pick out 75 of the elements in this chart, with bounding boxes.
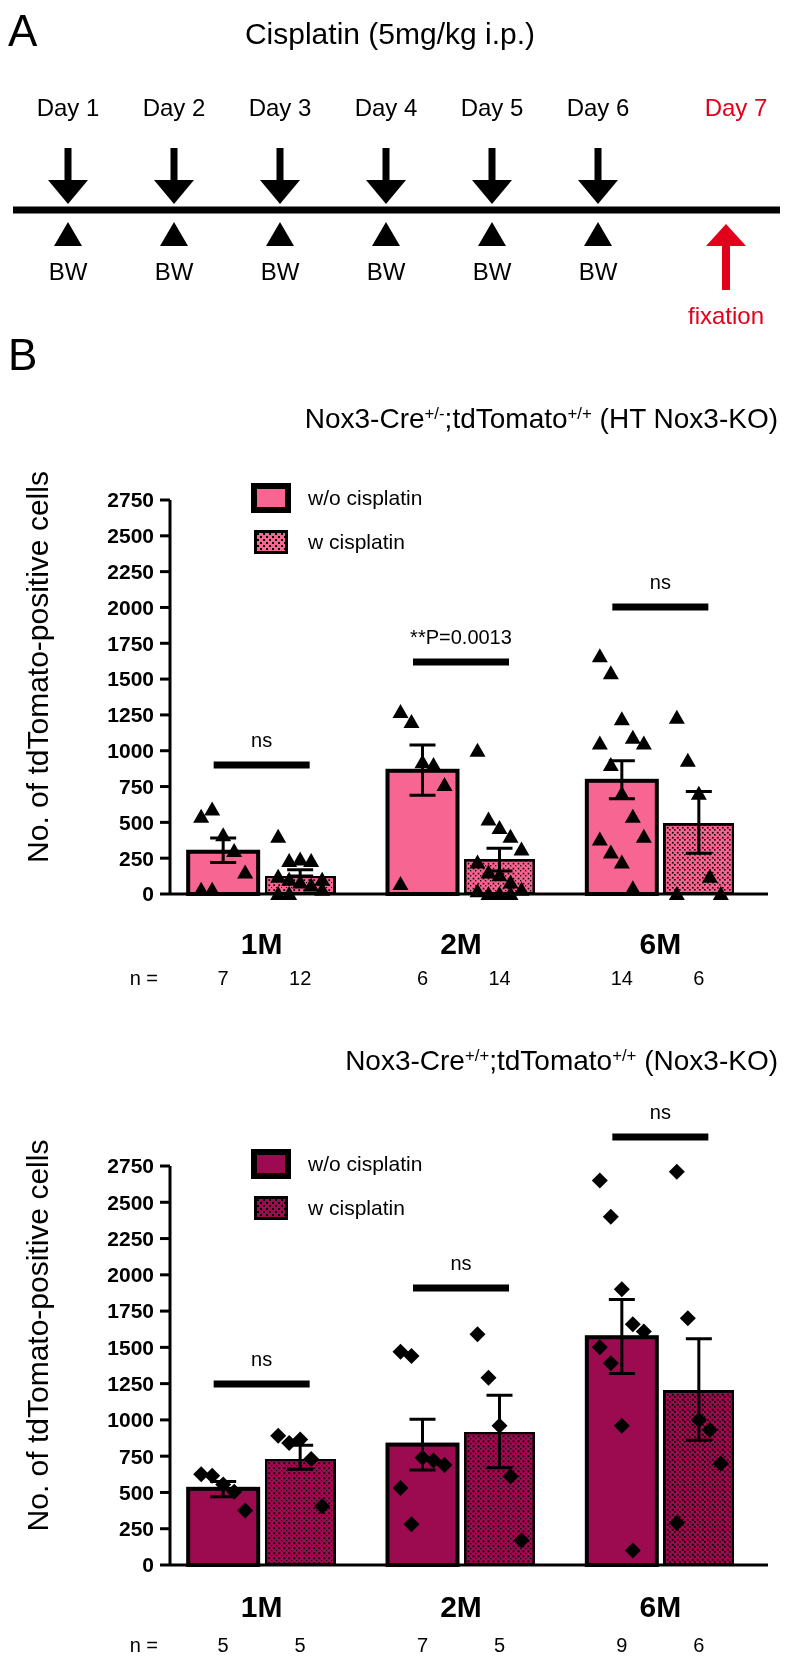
text: BW — [366, 258, 406, 285]
text: Day 1 — [36, 94, 100, 121]
chart-title: Nox3-Cre$^{+/+}$;tdTomato$^{+/+}$ (Nox3-KO) — [345, 1045, 778, 1076]
y-tick-label: 1250 — [107, 1371, 154, 1395]
text: 12 — [289, 967, 312, 989]
y-tick-label: 2000 — [107, 595, 154, 619]
annotation: ns — [450, 1252, 472, 1274]
text: 9 — [616, 1634, 628, 1656]
y-tick-label: 1750 — [107, 1299, 154, 1323]
text: 6 — [693, 1634, 705, 1656]
text: B — [8, 330, 38, 379]
y-tick-label: 1250 — [107, 703, 154, 727]
legend-label: w cisplatin — [307, 1196, 405, 1220]
text: Day 6 — [566, 94, 630, 121]
text: 6 — [693, 967, 705, 989]
text: n = — [129, 1634, 158, 1656]
annotation: ns — [649, 571, 671, 593]
x-tick-label: 1M — [240, 1590, 283, 1623]
text: Day 4 — [354, 94, 418, 121]
y-tick-label: 0 — [142, 882, 154, 906]
text: n = — [129, 967, 158, 989]
text: Day 2 — [142, 94, 206, 121]
y-tick-label: 2250 — [107, 559, 154, 583]
text: 5 — [294, 1634, 306, 1656]
text: 5 — [493, 1634, 506, 1656]
text: Day 3 — [248, 94, 312, 121]
text: ns — [649, 1101, 671, 1123]
y-tick-label: 1500 — [107, 1335, 154, 1359]
text: BW — [578, 258, 618, 285]
y-tick-label: 0 — [142, 1553, 154, 1577]
y-tick-label: 1750 — [107, 631, 154, 655]
y-tick-label: 250 — [118, 846, 154, 870]
text: BW — [154, 258, 194, 285]
x-tick-label: 2M — [440, 1590, 482, 1623]
annotation: ns — [251, 729, 273, 751]
y-axis-title: No. of tdTomato-positive cells — [21, 471, 54, 863]
legend-label: w/o cisplatin — [307, 486, 423, 510]
y-tick-label: 2250 — [107, 1226, 154, 1250]
text: BW — [472, 258, 512, 285]
legend-label: w cisplatin — [307, 530, 405, 554]
y-tick-label: 1000 — [107, 1408, 154, 1432]
y-tick-label: 2500 — [107, 1190, 154, 1214]
text: 7 — [217, 967, 229, 989]
x-tick-label: 2M — [440, 927, 482, 960]
y-tick-label: 2750 — [107, 1154, 154, 1178]
text: BW — [48, 258, 88, 285]
y-tick-label: 1500 — [107, 667, 154, 691]
text: 5 — [217, 1634, 229, 1656]
text: 7 — [416, 1634, 429, 1656]
y-tick-label: 2500 — [107, 524, 154, 548]
text: fixation — [687, 302, 765, 329]
legend-label: w/o cisplatin — [307, 1152, 423, 1176]
y-tick-label: 750 — [118, 774, 154, 798]
annotation: ns — [251, 1348, 273, 1370]
y-tick-label: 1000 — [107, 739, 154, 763]
chart-title: Nox3-Cre$^{+/-}$;tdTomato$^{+/+}$ (HT Nox3-KO) — [304, 403, 778, 434]
y-tick-label: 2000 — [107, 1263, 154, 1287]
y-tick-label: 250 — [118, 1517, 154, 1541]
y-tick-label: 750 — [118, 1444, 154, 1468]
y-axis-title: No. of tdTomato-positive cells — [21, 1139, 54, 1532]
x-tick-label: 6M — [639, 927, 682, 960]
text: 14 — [610, 967, 633, 989]
annotation: **P=0.0013 — [410, 626, 512, 648]
text: Cisplatin (5mg/kg i.p.) — [244, 17, 536, 50]
text: Day 5 — [460, 94, 524, 121]
x-tick-label: 1M — [240, 927, 283, 960]
text: 6 — [416, 967, 429, 989]
y-tick-label: 500 — [118, 1480, 154, 1504]
text: A — [8, 6, 38, 55]
text: Day 7 — [704, 94, 768, 121]
y-tick-label: 2750 — [107, 488, 154, 512]
y-tick-label: 500 — [118, 810, 154, 834]
text: BW — [260, 258, 300, 285]
x-tick-label: 6M — [639, 1590, 682, 1623]
text: 14 — [488, 967, 511, 989]
